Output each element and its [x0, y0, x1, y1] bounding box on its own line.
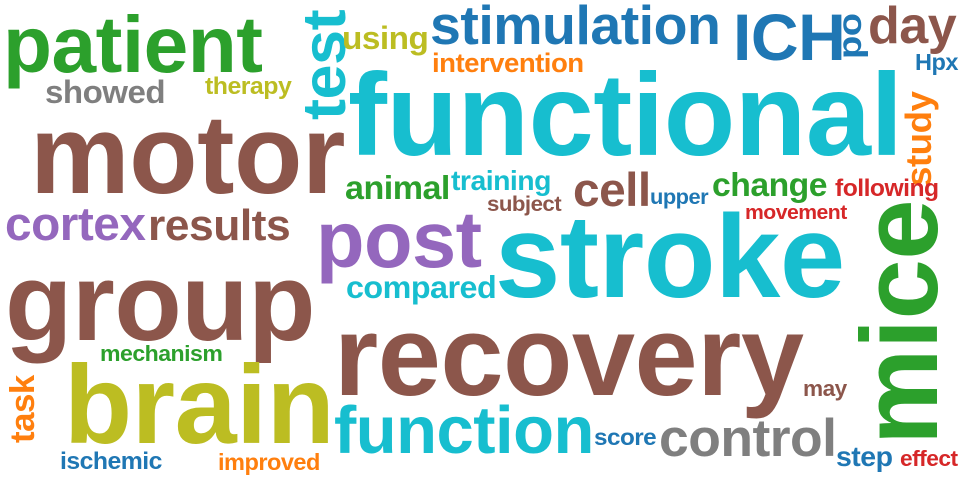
word-post: post — [316, 194, 482, 284]
word-animal: animal — [345, 169, 450, 207]
word-stimulation: stimulation — [430, 0, 721, 56]
word-cortex: cortex — [5, 196, 146, 250]
word-brain: brain — [64, 342, 335, 467]
word-improved: improved — [218, 448, 320, 475]
word-training: training — [451, 165, 551, 196]
word-may: may — [803, 376, 847, 401]
word-step: step — [836, 440, 893, 472]
word-using: using — [342, 19, 429, 56]
word-change: change — [712, 167, 827, 204]
word-showed: showed — [45, 73, 166, 110]
word-patient: patient — [3, 0, 263, 90]
word-group: group — [5, 241, 315, 364]
word-task: task — [4, 375, 42, 443]
word-control: control — [659, 408, 837, 468]
word-following: following — [835, 175, 939, 202]
word-score: score — [594, 423, 657, 450]
word-mechanism: mechanism — [100, 341, 223, 366]
word-study: study — [898, 91, 939, 187]
word-movement: movement — [745, 201, 847, 224]
word-stroke: stroke — [495, 190, 845, 322]
word-recovery: recovery — [334, 293, 804, 420]
word-subject: subject — [487, 191, 562, 216]
word-motor: motor — [30, 92, 346, 217]
word-functional: functional — [348, 48, 903, 180]
word-upper: upper — [650, 185, 709, 209]
word-hpx: Hpx — [915, 49, 958, 75]
word-mice: mice — [839, 199, 960, 445]
word-ischemic: ischemic — [60, 448, 162, 475]
word-day: day — [868, 0, 957, 54]
word-results: results — [148, 200, 291, 250]
word-cell: cell — [573, 163, 651, 217]
word-intervention: intervention — [432, 47, 584, 78]
word-compared: compared — [346, 268, 497, 305]
word-therapy: therapy — [205, 73, 292, 100]
word-ich: ICH — [733, 1, 846, 74]
word-effect: effect — [900, 445, 958, 471]
word-function: function — [334, 393, 594, 468]
